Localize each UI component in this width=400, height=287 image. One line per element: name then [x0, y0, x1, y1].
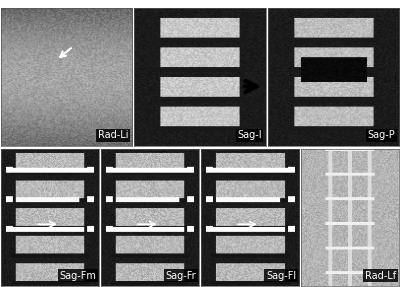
Text: Rad-Li: Rad-Li — [98, 130, 128, 140]
Text: Sag-Fl: Sag-Fl — [266, 271, 296, 281]
Text: Sag-Fr: Sag-Fr — [166, 271, 196, 281]
Text: Sag-P: Sag-P — [367, 130, 395, 140]
Text: Rad-Lf: Rad-Lf — [365, 271, 396, 281]
Text: Sag-I: Sag-I — [237, 130, 262, 140]
Text: Sag-Fm: Sag-Fm — [59, 271, 96, 281]
